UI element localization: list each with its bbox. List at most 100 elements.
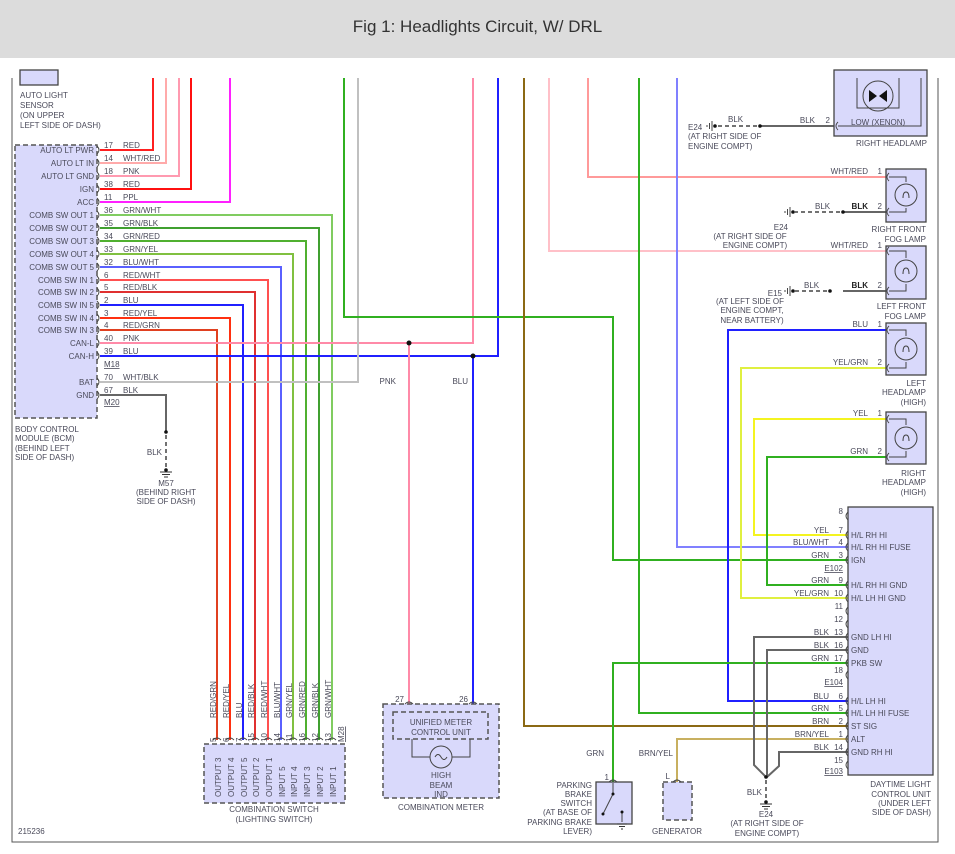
bcm-wire-color: BLK	[123, 386, 139, 395]
wire-red-38[interactable]	[100, 78, 192, 190]
wire-grn-yel[interactable]	[100, 253, 294, 740]
bcm-pin-label: COMB SW OUT 2	[29, 224, 94, 233]
svg-text:INPUT 4: INPUT 4	[290, 766, 299, 797]
dlcu-name: DAYTIME LIGHT	[870, 780, 931, 789]
bcm-pin-number: 4	[104, 321, 109, 330]
wire-can-h-blu[interactable]	[100, 78, 499, 357]
wire-grn-rh-hi-gnd[interactable]	[766, 456, 886, 586]
dlcu-pin-row: 11	[835, 602, 844, 611]
bcm-pin-label: COMB SW IN 4	[38, 314, 95, 323]
meter-pin-number: 27	[395, 695, 404, 704]
lamp-name: (HIGH)	[901, 488, 927, 497]
svg-text:8: 8	[839, 507, 844, 516]
ground-e15: BLK E15 (AT LEFT SIDE OF ENGINE COMPT, N…	[716, 281, 832, 325]
ground-id: E24	[774, 223, 789, 232]
lamp-name: FOG LAMP	[885, 235, 926, 244]
bcm-pin-label: COMB SW IN 3	[38, 326, 95, 335]
bcm-pin-row: AUTO LT IN 14 WHT/RED	[51, 154, 161, 168]
svg-text:GND LH HI: GND LH HI	[851, 633, 891, 642]
figure-id: 215236	[18, 827, 45, 836]
wire-yel-grn-lh-hi-gnd[interactable]	[740, 367, 886, 599]
wire-red-grn[interactable]	[100, 329, 218, 740]
pin-number: 2	[878, 358, 883, 367]
svg-text:OUTPUT 4: OUTPUT 4	[227, 757, 236, 797]
wire-grn-blk[interactable]	[100, 227, 320, 740]
ground-e24: BLK E24 (AT RIGHT SIDE OF ENGINE COMPT)	[688, 115, 762, 151]
wire-grn-dlcu-ign[interactable]	[343, 78, 848, 561]
wire-blu-wht-rh-hi-fuse[interactable]	[676, 78, 848, 548]
bcm-name: SIDE OF DASH)	[15, 453, 74, 462]
bcm-wire-color: WHT/BLK	[123, 373, 159, 382]
ground-location: (AT RIGHT SIDE OF	[730, 819, 803, 828]
parking-brake-switch-name: PARKING	[557, 781, 592, 790]
wire-yel-rh-hi[interactable]	[753, 418, 886, 536]
wire-grn-red[interactable]	[100, 240, 307, 740]
wire-grn-wht[interactable]	[100, 214, 333, 740]
dlcu-pin-row: 6 BLU H/L LH HI	[813, 692, 885, 706]
bcm-pin-row: IGN 38 RED	[80, 180, 140, 194]
bcm-pin-row: COMB SW IN 3 4 RED/GRN	[38, 321, 160, 335]
svg-text:4: 4	[839, 538, 844, 547]
svg-text:GRN: GRN	[811, 654, 829, 663]
wire-blu-lh-hi[interactable]	[727, 329, 886, 702]
svg-text:BRN: BRN	[812, 717, 829, 726]
wire-grn-pkb-sw[interactable]	[612, 662, 848, 782]
bcm-wire-color: GRN/RED	[123, 232, 160, 241]
svg-text:2: 2	[839, 717, 844, 726]
ground-id: E24	[759, 810, 774, 819]
svg-text:BLK: BLK	[814, 743, 830, 752]
wire-red-17[interactable]	[100, 78, 154, 151]
switch-icon	[601, 783, 627, 830]
wire-wht-red-right-fog[interactable]	[587, 78, 886, 178]
wire-red-yel[interactable]	[100, 317, 231, 740]
bcm-pin-number: 14	[104, 154, 113, 163]
wire-red-blk[interactable]	[100, 291, 256, 740]
bcm-pin-row: CAN-L 40 PNK	[70, 334, 140, 348]
diagram-frame	[11, 78, 939, 843]
wire-brn-yel-alt[interactable]	[676, 738, 848, 782]
wire-blk-gnd-lh-hi[interactable]	[753, 636, 848, 778]
wire-wht-blk-bat[interactable]	[100, 78, 359, 383]
wire-blu-wht[interactable]	[100, 266, 282, 740]
wire-can-l-pnk[interactable]	[100, 78, 474, 344]
combination-meter-name: COMBINATION METER	[398, 803, 484, 812]
wire-grn-lh-hi-fuse[interactable]	[638, 78, 848, 714]
ground-location: ENGINE COMPT,	[720, 306, 783, 315]
ground-location: ENGINE COMPT)	[688, 142, 753, 151]
bcm-pin-number: 17	[104, 141, 113, 150]
bcm-wire-color: GRN/BLK	[123, 219, 159, 228]
svg-text:ST SIG: ST SIG	[851, 722, 877, 731]
wire-blk-gnd[interactable]	[100, 394, 167, 432]
parking-brake-switch-name: SWITCH	[560, 799, 592, 808]
wire-brn-st-sig[interactable]	[523, 78, 848, 727]
ground-e24: BLK E24 (AT RIGHT SIDE OF ENGINE COMPT)	[730, 775, 804, 838]
wire-wht-red-14[interactable]	[100, 78, 167, 164]
svg-text:16: 16	[298, 733, 307, 742]
bcm-pin-number: 33	[104, 245, 113, 254]
wire-pnk-18[interactable]	[100, 78, 180, 177]
wire-color-label: PNK	[380, 377, 397, 386]
svg-text:15: 15	[834, 756, 843, 765]
bcm-wire-color: PPL	[123, 193, 139, 202]
bcm-pin-row: COMB SW IN 4 3 RED/YEL	[38, 309, 158, 323]
dlcu-pin-row: 16 BLK GND	[814, 641, 869, 655]
svg-text:YEL: YEL	[814, 526, 830, 535]
wire-blu[interactable]	[100, 304, 244, 740]
unified-meter-control-unit	[392, 711, 489, 740]
wire-blk-gnd-rh-hi[interactable]	[766, 751, 848, 778]
dlcu-pin-row: 4 BLU/WHT H/L RH HI FUSE	[793, 538, 911, 552]
generator-box	[662, 781, 693, 821]
wire-ppl-11[interactable]	[100, 78, 231, 203]
body-control-module: AUTO LT PWR 17 RED AUTO LT IN 14 WHT/RED AUT…	[14, 141, 161, 462]
auto-light-sensor-label: (ON UPPER	[20, 111, 65, 120]
dlcu-connector-id: E103	[824, 767, 843, 776]
bcm-pin-number: 6	[104, 271, 109, 280]
wire-red-wht[interactable]	[100, 279, 269, 740]
wire-wht-red-left-fog[interactable]	[548, 78, 886, 252]
dlcu-connector-id: E102	[824, 564, 843, 573]
pin-number: 1	[605, 773, 610, 782]
bcm-wire-color: GRN/YEL	[123, 245, 159, 254]
splice-dot	[470, 353, 476, 359]
wire-blk-gnd[interactable]	[766, 649, 848, 777]
